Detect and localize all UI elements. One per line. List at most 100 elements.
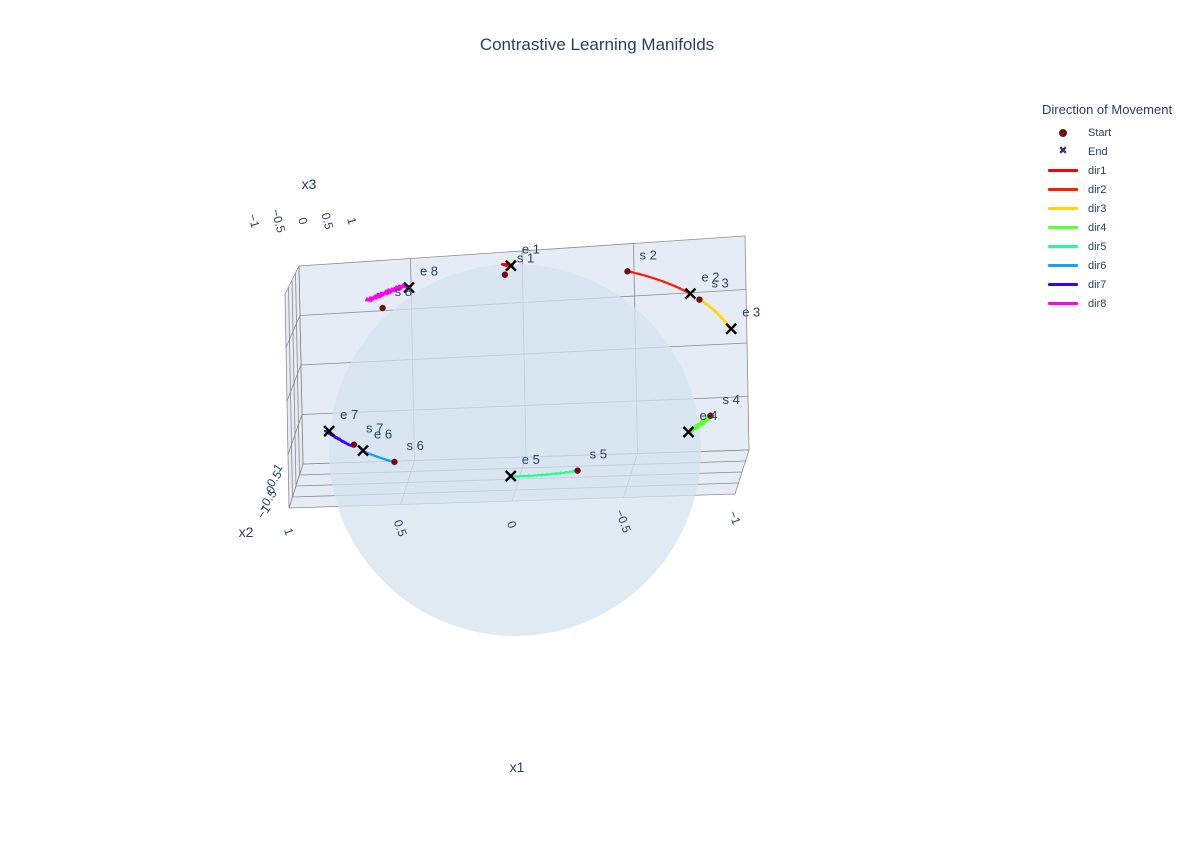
end-label: e 1 (522, 242, 540, 257)
x1-tick-label: 0.5 (391, 518, 410, 539)
trajectory-dir5[interactable]: s 5 e 5 (504, 447, 607, 482)
start-marker[interactable] (624, 268, 631, 275)
grid-line (295, 272, 300, 476)
legend-label: dir4 (1088, 221, 1107, 234)
grid-line (298, 235, 746, 267)
x1-tick-label: 1 (281, 526, 297, 537)
end-label: e 2 (701, 270, 719, 285)
legend-label: dir8 (1088, 297, 1107, 310)
trajectory-dir8[interactable]: s 8 e 8 (365, 264, 438, 312)
end-marker[interactable] (684, 287, 697, 300)
trajectory-line (626, 269, 692, 296)
trajectory-dir1[interactable]: s 1e 1 (500, 242, 540, 278)
trajectory-line (509, 469, 579, 478)
legend-item-dir6[interactable]: dir6 (1036, 256, 1191, 275)
end-label: e 5 (522, 452, 540, 467)
end-marker[interactable] (323, 425, 335, 437)
x3-tick-label: 1 (344, 216, 359, 226)
chart-title: Contrastive Learning Manifolds (480, 35, 714, 54)
start-label: s 4 (722, 392, 739, 407)
legend-label: dir3 (1088, 202, 1107, 215)
start-label: s 2 (639, 247, 656, 262)
legend-item-dir3[interactable]: dir3 (1036, 199, 1191, 218)
line-swatch-icon (1046, 169, 1080, 172)
end-marker[interactable] (504, 470, 517, 482)
line-swatch-icon (1046, 264, 1080, 267)
legend-item-end[interactable]: ✖ End (1036, 142, 1191, 161)
start-marker[interactable] (379, 304, 386, 312)
x2-axis-label: x2 (239, 524, 254, 540)
legend-label: End (1088, 145, 1108, 158)
line-swatch-icon (1046, 226, 1080, 229)
trajectory-dir4[interactable]: s 4 e 4 (682, 392, 740, 438)
start-label: s 6 (406, 438, 423, 453)
line-swatch-icon (1046, 188, 1080, 191)
legend-label: Start (1088, 126, 1112, 139)
x3-axis-label: x3 (302, 176, 317, 192)
end-marker-icon: ✖ (1058, 145, 1068, 157)
grid-line (286, 364, 302, 402)
trajectory-dir2[interactable]: s 2 e 2 (624, 247, 719, 300)
start-label: s 8 (395, 284, 412, 299)
legend-label: dir5 (1088, 240, 1107, 253)
start-label: s 5 (590, 447, 607, 462)
start-marker[interactable] (574, 467, 581, 474)
legend-title: Direction of Movement (1042, 102, 1173, 117)
end-marker[interactable] (725, 322, 738, 335)
x3-tick-label: 0 (295, 216, 310, 226)
3d-scene[interactable]: 1 0.5 0 −0.5 −1−1−0.500.51−1 −0.5 0 0.5 1x1x2x3s… (239, 176, 761, 775)
end-label: e 7 (340, 407, 358, 422)
legend-label: dir1 (1088, 164, 1107, 177)
legend-item-dir4[interactable]: dir4 (1036, 218, 1191, 237)
grid-line (285, 315, 301, 348)
trajectory-line (686, 414, 713, 434)
legend-label: dir7 (1088, 278, 1107, 291)
grid-line (284, 265, 300, 295)
start-marker-icon (1046, 128, 1080, 137)
end-marker[interactable] (357, 444, 369, 457)
legend-item-dir8[interactable]: dir8 (1036, 294, 1191, 313)
legend-item-dir1[interactable]: dir1 (1036, 161, 1191, 180)
start-marker[interactable] (696, 296, 703, 303)
end-label: e 8 (420, 264, 438, 279)
x3-tick-label: −1 (245, 213, 262, 230)
end-label: e 4 (699, 408, 717, 423)
end-marker[interactable] (403, 281, 415, 294)
legend-label: dir2 (1088, 183, 1107, 196)
trajectory-line (365, 283, 410, 302)
x1-tick-label: 0 (504, 519, 520, 530)
legend-item-dir5[interactable]: dir5 (1036, 237, 1191, 256)
start-marker[interactable] (501, 271, 509, 278)
start-label: s 7 (366, 421, 383, 436)
legend-label: dir6 (1088, 259, 1107, 272)
legend: Direction of Movement Start ✖ End dir1 di… (1036, 102, 1191, 313)
start-marker[interactable] (350, 441, 358, 448)
line-swatch-icon (1046, 302, 1080, 305)
end-marker[interactable] (682, 426, 695, 438)
end-marker[interactable] (505, 259, 517, 272)
line-swatch-icon (1046, 207, 1080, 210)
x1-tick-label: −1 (726, 509, 744, 527)
x3-tick-label: −0.5 (269, 208, 289, 235)
start-label: s 3 (711, 276, 728, 291)
end-label: e 6 (374, 427, 392, 442)
trajectory-dir6[interactable]: s 6 e 6 (357, 427, 424, 466)
x3-tick-label: 0.5 (318, 211, 336, 231)
grid-line (298, 265, 304, 465)
legend-item-dir7[interactable]: dir7 (1036, 275, 1191, 294)
start-marker[interactable] (707, 412, 714, 420)
x1-axis-label: x1 (510, 759, 525, 775)
line-swatch-icon (1046, 245, 1080, 248)
end-label: e 3 (742, 305, 760, 320)
start-marker[interactable] (391, 458, 398, 466)
legend-item-start[interactable]: Start (1036, 123, 1191, 142)
trajectory-dir3[interactable]: s 3 e 3 (696, 276, 760, 335)
unit-sphere (329, 264, 701, 636)
trajectory-line (323, 429, 354, 448)
trajectory-dir7[interactable]: s 7 e 7 (323, 407, 383, 448)
grid-line (288, 463, 304, 509)
line-swatch-icon (1046, 283, 1080, 286)
legend-item-dir2[interactable]: dir2 (1036, 180, 1191, 199)
start-label: s 1 (517, 251, 534, 266)
